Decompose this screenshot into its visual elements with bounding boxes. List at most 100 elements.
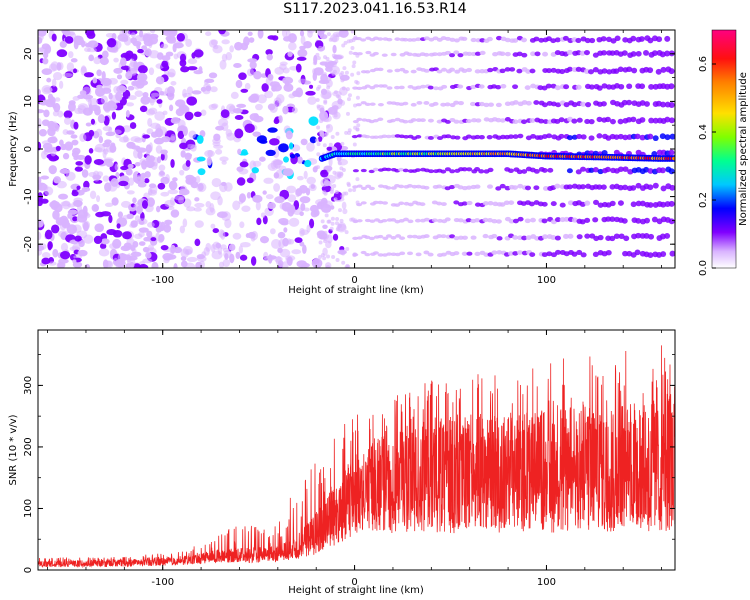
heatmap-cell	[280, 221, 289, 226]
harmonic-band-cell	[385, 167, 392, 172]
heatmap-cell	[120, 57, 127, 67]
x-tick-label: 100	[537, 275, 556, 286]
heatmap-cell	[260, 212, 266, 218]
heatmap-cell	[97, 114, 105, 124]
harmonic-band-cell	[668, 101, 675, 108]
heatmap-cell	[83, 72, 94, 78]
heatmap-cell	[186, 96, 198, 106]
snr-ylabel: SNR (10 * v/v)	[8, 414, 19, 485]
harmonic-band-cell	[622, 37, 629, 43]
heatmap-cell	[122, 231, 133, 240]
harmonic-band-cell	[600, 50, 607, 56]
heatmap-cell	[67, 209, 78, 215]
harmonic-band-cell	[571, 118, 578, 124]
harmonic-band-cell	[465, 185, 472, 190]
harmonic-band-cell	[668, 218, 675, 225]
harmonic-band-cell	[431, 52, 438, 57]
heatmap-cell	[313, 54, 318, 65]
harmonic-band-cell	[466, 167, 473, 172]
harmonic-band-cell	[386, 37, 393, 42]
heatmap-cell	[93, 204, 99, 212]
heatmap-cell	[114, 163, 119, 171]
heatmap-cell	[300, 229, 309, 236]
harmonic-band-cell	[441, 84, 448, 89]
heatmap-cell	[104, 182, 112, 193]
heatmap-cell	[121, 36, 129, 42]
heatmap-cell	[250, 256, 257, 266]
harmonic-band-cell	[529, 118, 536, 123]
heatmap-cell	[342, 208, 348, 215]
heatmap-cell	[42, 57, 49, 65]
harmonic-band-cell	[521, 235, 528, 241]
heatmap-cell	[58, 193, 69, 200]
harmonic-band-cell	[440, 252, 447, 257]
heatmap-cell	[179, 225, 186, 234]
colorbar-tick-label: 0.6	[698, 56, 709, 72]
heatmap-cell	[159, 90, 165, 96]
heatmap-cell	[74, 166, 83, 172]
heatmap-cell	[47, 241, 53, 250]
heatmap-cell	[43, 149, 49, 155]
heatmap-cell	[299, 211, 304, 217]
heatmap-cell	[219, 156, 229, 162]
heatmap-cell	[187, 66, 198, 71]
harmonic-band-cell	[453, 251, 460, 256]
heatmap-cell	[145, 252, 152, 259]
heatmap-cell	[116, 223, 121, 229]
heatmap-cell	[221, 39, 230, 45]
colorbar-tick-label: 0.0	[698, 260, 709, 276]
harmonic-band-cell	[542, 119, 549, 124]
heatmap-cell	[285, 30, 291, 39]
heatmap-cell	[110, 178, 119, 187]
harmonic-band-cell	[575, 37, 582, 44]
harmonic-band-cell	[368, 236, 375, 241]
colorbar-tick-label: 0.4	[698, 124, 709, 140]
harmonic-band-cell	[389, 118, 396, 123]
harmonic-band-cell	[575, 84, 582, 90]
heatmap-cell	[170, 158, 175, 168]
harmonic-band-cell	[399, 236, 406, 240]
harmonic-band-cell	[618, 233, 625, 240]
heatmap-cell	[144, 178, 150, 184]
harmonic-band-cell	[588, 167, 595, 173]
harmonic-band-cell	[407, 251, 414, 256]
heatmap-cell	[126, 213, 134, 220]
heatmap-cell	[177, 130, 185, 140]
harmonic-band-cell	[436, 69, 443, 74]
harmonic-band-cell	[474, 184, 481, 189]
harmonic-band-cell	[652, 182, 659, 189]
harmonic-band-cell	[617, 200, 624, 206]
heatmap-cell	[267, 127, 278, 133]
heatmap-cell	[283, 227, 288, 233]
heatmap-cell	[210, 39, 219, 46]
heatmap-cell	[111, 111, 117, 120]
harmonic-band-cell	[503, 200, 510, 206]
heatmap-cell	[41, 68, 53, 76]
harmonic-band-cell	[491, 218, 498, 224]
harmonic-band-cell	[588, 119, 595, 125]
harmonic-band-cell	[423, 101, 430, 105]
harmonic-band-cell	[563, 84, 570, 90]
harmonic-band-cell	[407, 202, 414, 207]
heatmap-cell	[180, 150, 186, 158]
heatmap-cell	[44, 229, 53, 240]
harmonic-band-cell	[373, 84, 380, 88]
heatmap-cell	[273, 183, 281, 192]
harmonic-band-cell	[469, 101, 476, 107]
harmonic-band-cell	[609, 118, 616, 125]
harmonic-band-cell	[444, 50, 451, 55]
heatmap-cell	[104, 106, 111, 113]
harmonic-band-cell	[415, 85, 422, 90]
harmonic-band-cell	[449, 37, 456, 42]
harmonic-band-cell	[630, 185, 637, 191]
harmonic-band-cell	[534, 51, 541, 57]
heatmap-cell	[160, 43, 169, 49]
harmonic-band-cell	[521, 52, 528, 58]
heatmap-cell	[215, 242, 222, 249]
harmonic-band-cell	[664, 50, 671, 57]
heatmap-cell	[60, 232, 66, 240]
heatmap-cell	[186, 256, 198, 262]
heatmap-cell	[182, 245, 194, 256]
harmonic-band-cell	[566, 168, 573, 174]
